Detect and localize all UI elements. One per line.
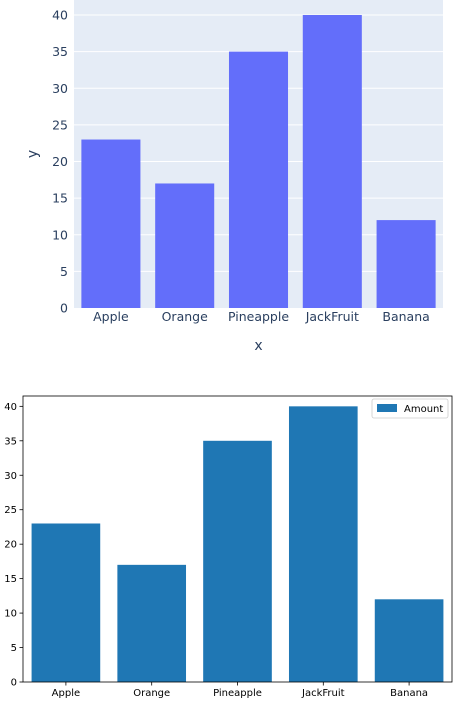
y-tick-label: 10 bbox=[4, 609, 17, 620]
y-tick-label: 15 bbox=[52, 191, 68, 206]
y-tick-label: 35 bbox=[4, 436, 17, 447]
legend-box bbox=[371, 398, 449, 419]
bar-banana bbox=[374, 599, 444, 682]
y-tick-label: 30 bbox=[4, 471, 17, 482]
x-tick-label: Orange bbox=[133, 688, 170, 699]
legend-swatch bbox=[377, 404, 397, 412]
y-tick-label: 10 bbox=[52, 227, 68, 242]
x-tick-label: Orange bbox=[162, 309, 208, 324]
plotly-bar-chart: 0 5 10 15 20 25 30 35 40 Apple Orange Pineapple Jac… bbox=[25, 0, 443, 354]
y-tick-label: 5 bbox=[60, 264, 68, 279]
y-tick-labels: 0 5 10 15 20 25 30 35 40 bbox=[52, 8, 68, 316]
bar-pineapple bbox=[203, 440, 272, 682]
bars bbox=[81, 15, 436, 308]
y-tick-label: 0 bbox=[11, 678, 17, 689]
y-tick-label: 25 bbox=[4, 505, 17, 516]
x-tick-labels: Apple Orange Pineapple JackFruit Banana bbox=[93, 309, 430, 324]
matplotlib-bar-chart: 0 5 10 15 20 25 30 35 40 Apple Orange Pineapple Jac… bbox=[4, 395, 453, 699]
x-tick-label: Pineapple bbox=[213, 688, 262, 699]
y-tick-label: 20 bbox=[52, 154, 68, 169]
y-tick-label: 0 bbox=[60, 301, 68, 316]
y-tick-label: 35 bbox=[52, 44, 68, 59]
x-ticks: Apple Orange Pineapple JackFruit Banana bbox=[52, 682, 428, 699]
x-tick-label: Pineapple bbox=[228, 309, 289, 324]
bar-apple bbox=[81, 139, 141, 308]
x-tick-label: Banana bbox=[390, 688, 428, 699]
y-axis-label: y bbox=[25, 150, 41, 158]
bar-orange bbox=[155, 183, 215, 308]
bar-pineapple bbox=[228, 51, 289, 308]
bar-jackfruit bbox=[288, 406, 358, 682]
x-tick-label: Apple bbox=[52, 688, 80, 699]
y-tick-label: 5 bbox=[11, 643, 17, 654]
bar-apple bbox=[31, 523, 101, 682]
bar-orange bbox=[117, 564, 187, 682]
bars bbox=[31, 406, 444, 682]
x-tick-label: JackFruit bbox=[301, 688, 345, 699]
bar-jackfruit bbox=[302, 15, 362, 308]
y-tick-label: 25 bbox=[52, 117, 68, 132]
y-ticks: 0 5 10 15 20 25 30 35 40 bbox=[4, 402, 23, 689]
y-tick-label: 30 bbox=[52, 81, 68, 96]
legend: Amount bbox=[371, 398, 449, 419]
y-tick-label: 20 bbox=[4, 540, 17, 551]
bar-banana bbox=[376, 220, 436, 308]
x-tick-label: JackFruit bbox=[305, 309, 359, 324]
x-tick-label: Apple bbox=[93, 309, 129, 324]
y-tick-label: 40 bbox=[4, 402, 17, 413]
y-tick-label: 15 bbox=[4, 574, 17, 585]
y-tick-label: 40 bbox=[52, 8, 68, 23]
x-axis-label: x bbox=[254, 338, 262, 354]
x-tick-label: Banana bbox=[382, 309, 429, 324]
legend-label: Amount bbox=[404, 404, 443, 415]
